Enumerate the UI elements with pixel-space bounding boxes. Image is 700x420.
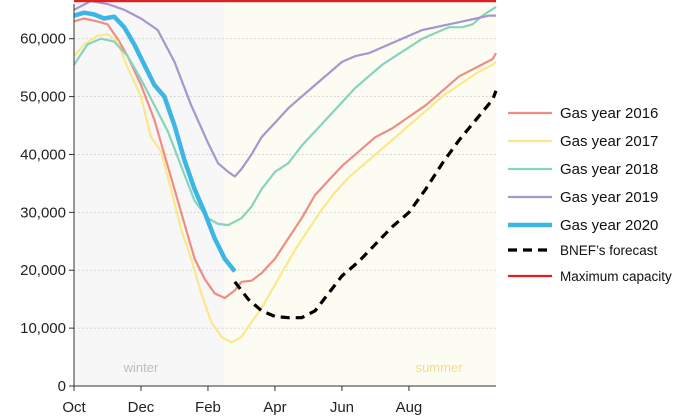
y-tick-label: 10,000: [20, 320, 66, 337]
y-tick-label: 20,000: [20, 262, 66, 279]
x-tick-label: Aug: [396, 399, 423, 416]
series-line-gas-year-2018: [73, 5, 497, 227]
plot-background: winter summer: [74, 4, 496, 386]
winter-shade: [74, 4, 225, 386]
series-line-gas-year-2017: [73, 32, 497, 344]
season-label-summer: summer: [416, 360, 464, 375]
series-line-gas-year-2016: [73, 17, 497, 300]
x-tick-label: Apr: [263, 399, 286, 416]
legend-label-gas-year-2020: Gas year 2020: [560, 217, 658, 234]
y-tick-label: 30,000: [20, 204, 66, 221]
series-line-gas-year-2020: [73, 10, 237, 273]
series-lines: [73, 0, 498, 344]
x-tick-label: Feb: [195, 399, 221, 416]
x-tick-label: Jun: [330, 399, 354, 416]
legend-label-gas-year-2018: Gas year 2018: [560, 161, 658, 178]
legend-label-bnef-s-forecast: BNEF’s forecast: [560, 243, 658, 258]
series-line-bnef-s-forecast: [233, 90, 498, 320]
axes: 0 10,000 20,000 30,000 40,000 50,000 60,000 Oct…: [20, 4, 496, 416]
summer-shade: [224, 4, 496, 386]
legend-label-gas-year-2017: Gas year 2017: [560, 133, 658, 150]
x-tick-label: Dec: [128, 399, 155, 416]
legend-label-gas-year-2016: Gas year 2016: [560, 105, 658, 122]
series-line-gas-year-2019: [73, 0, 496, 178]
season-label-winter: winter: [123, 360, 159, 375]
legend: Gas year 2016 Gas year 2017 Gas year 2018 G…: [508, 105, 672, 284]
y-tick-label: 50,000: [20, 89, 66, 106]
y-tick-label: 40,000: [20, 146, 66, 163]
y-tick-label: 0: [58, 378, 66, 395]
legend-label-maximum-capacity: Maximum capacity: [560, 269, 672, 284]
x-tick-label: Oct: [62, 399, 86, 416]
y-tick-label: 60,000: [20, 31, 66, 48]
legend-label-gas-year-2019: Gas year 2019: [560, 189, 658, 206]
